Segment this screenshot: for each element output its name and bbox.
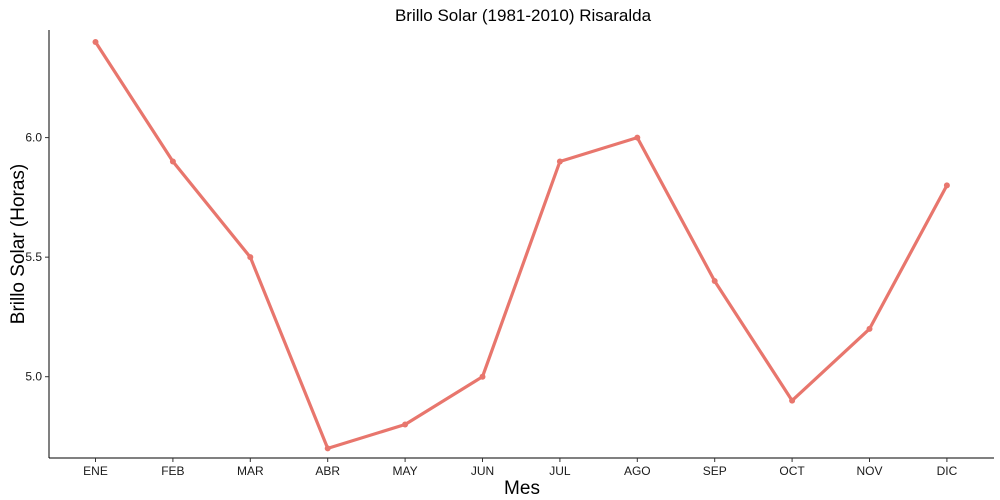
x-tick-label: FEB xyxy=(161,464,184,478)
x-tick-label: NOV xyxy=(856,464,882,478)
y-tick-label: 6.0 xyxy=(25,131,42,145)
data-point xyxy=(711,278,718,285)
x-tick-label: DIC xyxy=(937,464,958,478)
y-axis-title: Brillo Solar (Horas) xyxy=(8,164,29,324)
x-axis-title: Mes xyxy=(504,478,540,499)
data-point xyxy=(92,38,99,45)
x-tick-label: ENE xyxy=(83,464,108,478)
data-point xyxy=(634,134,641,141)
x-tick-label: MAR xyxy=(237,464,264,478)
x-tick-label: MAY xyxy=(393,464,418,478)
x-tick-label: JUN xyxy=(471,464,494,478)
x-tick-label: ABR xyxy=(315,464,340,478)
data-point xyxy=(943,182,950,189)
chart-title: Brillo Solar (1981-2010) Risaralda xyxy=(395,6,652,25)
y-tick-label: 5.0 xyxy=(25,370,42,384)
y-tick-label: 5.5 xyxy=(25,250,42,264)
data-point xyxy=(479,373,486,380)
series-layer xyxy=(92,38,950,452)
x-axis-ticks: ENE FEB MAR ABR MAY JUN JUL AGO SEP OCT NOV DIC xyxy=(83,458,958,478)
x-tick-label: SEP xyxy=(703,464,727,478)
data-point xyxy=(247,254,254,261)
data-point xyxy=(324,445,331,452)
x-tick-label: OCT xyxy=(779,464,805,478)
data-point xyxy=(402,421,409,428)
y-axis-ticks: 5.0 5.5 6.0 xyxy=(25,131,49,384)
x-tick-label: AGO xyxy=(624,464,651,478)
data-point xyxy=(789,397,796,404)
data-point xyxy=(866,325,873,332)
data-point xyxy=(169,158,176,165)
x-tick-label: JUL xyxy=(549,464,571,478)
data-point xyxy=(556,158,563,165)
series-line xyxy=(93,40,949,450)
